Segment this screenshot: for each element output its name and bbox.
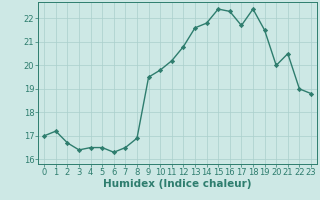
X-axis label: Humidex (Indice chaleur): Humidex (Indice chaleur): [103, 179, 252, 189]
